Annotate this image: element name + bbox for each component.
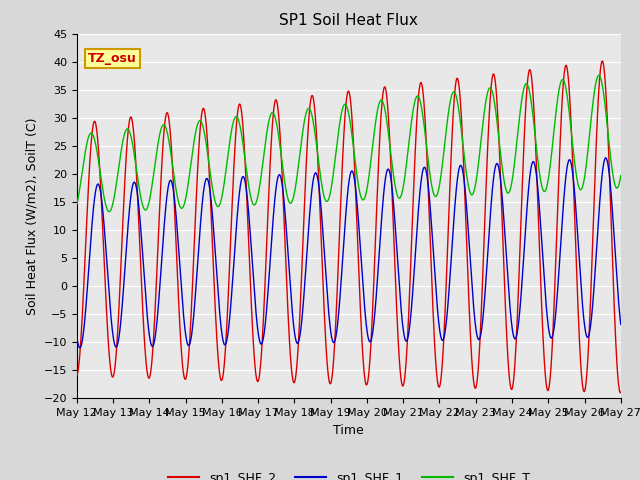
Text: TZ_osu: TZ_osu <box>88 52 136 65</box>
Y-axis label: Soil Heat Flux (W/m2), SoilT (C): Soil Heat Flux (W/m2), SoilT (C) <box>25 117 38 315</box>
X-axis label: Time: Time <box>333 424 364 437</box>
Legend: sp1_SHF_2, sp1_SHF_1, sp1_SHF_T: sp1_SHF_2, sp1_SHF_1, sp1_SHF_T <box>163 467 535 480</box>
Title: SP1 Soil Heat Flux: SP1 Soil Heat Flux <box>280 13 418 28</box>
